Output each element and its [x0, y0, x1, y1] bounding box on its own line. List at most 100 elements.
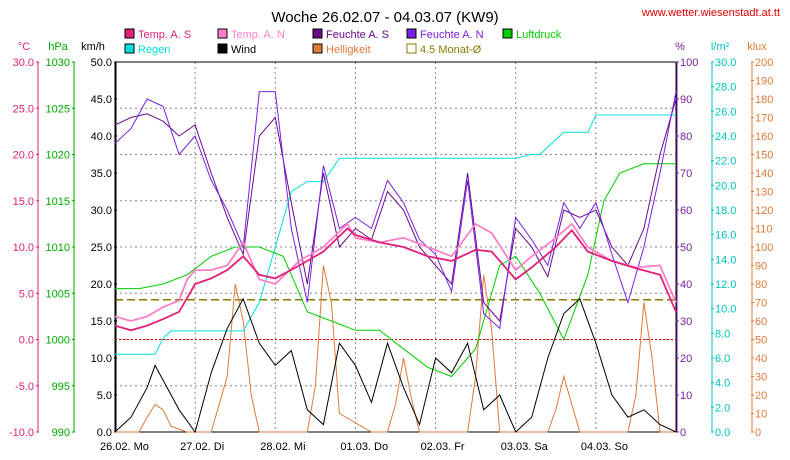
axis-tick-label: 30.0 [13, 57, 34, 69]
legend-swatch [406, 43, 417, 54]
axis-tick-label: 20 [680, 353, 692, 365]
axis-tick-label: 100 [755, 242, 773, 254]
axis-tick-label: 10 [755, 409, 767, 421]
series-feuchte-a-s [114, 98, 677, 323]
series-temp-a-s [114, 227, 677, 332]
legend-label: Wind [231, 44, 256, 56]
legend-label: Temp. A. N [231, 29, 285, 41]
series-temp-a-n [114, 222, 677, 322]
x-tick-label: 04.03. So [581, 441, 628, 453]
axis-unit-2: km/h [81, 41, 105, 53]
series-wind [114, 297, 677, 434]
axis-tick-label: 150 [755, 150, 773, 162]
axis-tick-label: 12.0 [715, 279, 736, 291]
axis-tick-label: 1000 [46, 335, 70, 347]
legend-label: Regen [138, 44, 170, 56]
axis-tick-label: 45.0 [91, 94, 112, 106]
legend-label: Helligkeit [326, 44, 371, 56]
axis-tick-label: 2.0 [715, 402, 730, 414]
chart-title: Woche 26.02.07 - 04.03.07 (KW9) [271, 9, 498, 26]
legend-label: Feuchte A. S [326, 29, 389, 41]
x-tick-label: 03.03. Sa [501, 441, 549, 453]
axis-tick-label: 90 [680, 94, 692, 106]
source-url: www.wetter.wiesenstadt.at.tt [641, 7, 780, 19]
axis-unit-3: % [675, 41, 685, 53]
axis-tick-label: 160 [755, 131, 773, 143]
legend-label: Luftdruck [516, 29, 562, 41]
axis-tick-label: 15.0 [91, 316, 112, 328]
axis-tick-label: 1010 [46, 242, 70, 254]
legend-swatch [124, 28, 135, 39]
axis-tick-label: 0 [755, 427, 761, 439]
axis-tick-label: 180 [755, 94, 773, 106]
axis-tick-label: 15.0 [13, 196, 34, 208]
axis-tick-label: 1030 [46, 57, 70, 69]
axis-tick-label: 140 [755, 168, 773, 180]
x-tick-label: 02.03. Fr [421, 441, 465, 453]
axis-tick-label: 8.0 [715, 328, 730, 340]
axis-tick-label: 20.0 [13, 150, 34, 162]
axis-tick-label: 20.0 [91, 279, 112, 291]
axis-unit-1: hPa [48, 41, 68, 53]
axis-tick-label: 990 [52, 427, 70, 439]
axis-tick-label: 80 [755, 279, 767, 291]
axis-tick-label: 1025 [46, 103, 70, 115]
axis-tick-label: 10.0 [91, 353, 112, 365]
axis-tick-label: 26.0 [715, 106, 736, 118]
axis-tick-label: 16.0 [715, 230, 736, 242]
axis-tick-label: 50 [755, 335, 767, 347]
legend-label: 4.5 Monat-Ø [420, 44, 482, 56]
legend-swatch [406, 28, 417, 39]
axis-tick-label: 18.0 [715, 205, 736, 217]
axis-tick-label: 0 [680, 427, 686, 439]
legend-swatch [502, 28, 513, 39]
axis-tick-label: 0.0 [97, 427, 112, 439]
axis-tick-label: 190 [755, 76, 773, 88]
axis-tick-label: 5.0 [97, 390, 112, 402]
axis-tick-label: 4.0 [715, 378, 730, 390]
legend-swatch [312, 28, 323, 39]
axis-tick-label: 35.0 [91, 168, 112, 180]
axis-tick-label: 100 [680, 57, 698, 69]
axis-tick-label: 70 [680, 168, 692, 180]
series-feuchte-a-n [114, 91, 677, 330]
axis-tick-label: 1015 [46, 196, 70, 208]
axis-tick-label: 70 [755, 298, 767, 310]
axis-tick-label: 0.0 [19, 335, 34, 347]
axis-tick-label: 995 [52, 381, 70, 393]
axis-tick-label: 170 [755, 113, 773, 125]
axis-tick-label: 30 [755, 372, 767, 384]
axis-tick-label: 50 [680, 242, 692, 254]
series-helligkeit [115, 265, 676, 433]
axis-tick-label: 40.0 [91, 131, 112, 143]
axis-tick-label: 50.0 [91, 57, 112, 69]
axis-tick-label: 30.0 [715, 57, 736, 69]
axis-tick-label: 40 [755, 353, 767, 365]
x-tick-label: 26.02. Mo [100, 441, 149, 453]
axis-tick-label: -5.0 [15, 381, 34, 393]
axis-tick-label: 80 [680, 131, 692, 143]
axis-tick-label: 25.0 [91, 242, 112, 254]
axis-tick-label: 60 [755, 316, 767, 328]
legend-swatch [312, 43, 323, 54]
legend-label: Feuchte A. N [420, 29, 484, 41]
axis-tick-label: 130 [755, 187, 773, 199]
legend-label: Temp. A. S [138, 29, 191, 41]
axis-tick-label: 20.0 [715, 180, 736, 192]
axis-tick-label: 24.0 [715, 131, 736, 143]
axis-tick-label: 10.0 [715, 304, 736, 316]
axis-tick-label: 5.0 [19, 288, 34, 300]
axis-tick-label: 200 [755, 57, 773, 69]
axis-tick-label: 1020 [46, 150, 70, 162]
axis-tick-label: 120 [755, 205, 773, 217]
axis-unit-4: l/m² [711, 41, 730, 53]
x-tick-label: 27.02. Di [180, 441, 224, 453]
axis-tick-label: 40 [680, 279, 692, 291]
axis-unit-labels: °C hPa km/h% l/m² klux [18, 41, 767, 53]
axis-tick-label: 28.0 [715, 82, 736, 94]
axis-tick-label: 22.0 [715, 156, 736, 168]
axis-tick-label: 14.0 [715, 254, 736, 266]
axis-unit-0: °C [18, 41, 30, 53]
